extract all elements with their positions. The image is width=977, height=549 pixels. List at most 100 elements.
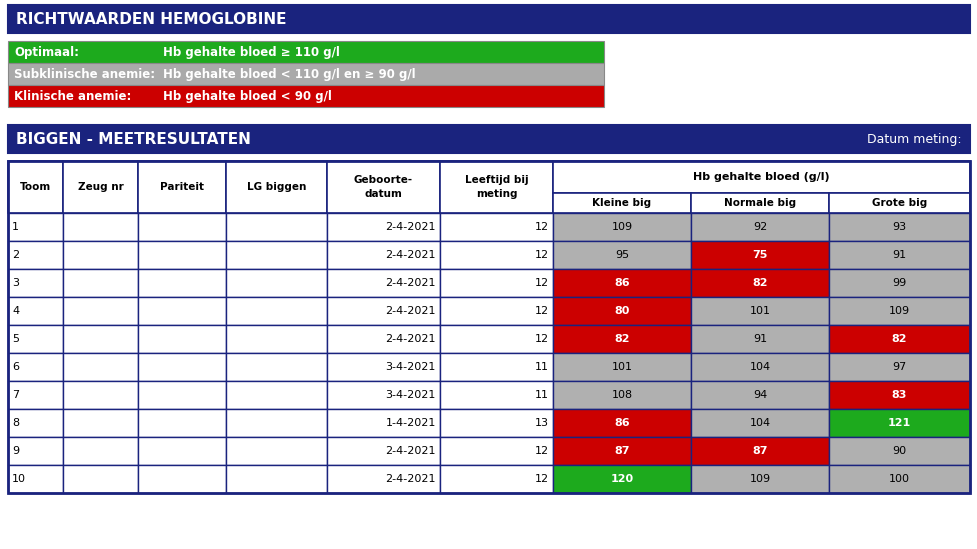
Bar (691, 437, 828, 465)
Text: 82: 82 (751, 278, 767, 288)
Text: 109: 109 (888, 306, 910, 316)
Text: 75: 75 (751, 250, 767, 260)
Text: 11: 11 (534, 390, 548, 400)
Bar (8, 41, 604, 63)
Bar (828, 193, 969, 213)
Bar (326, 409, 440, 437)
Text: BIGGEN - MEETRESULTATEN: BIGGEN - MEETRESULTATEN (16, 132, 251, 147)
Bar (63, 437, 138, 465)
Bar (226, 161, 326, 213)
Bar (326, 241, 440, 269)
Text: 82: 82 (614, 334, 629, 344)
Bar (138, 409, 226, 437)
Text: 12: 12 (534, 446, 548, 456)
Text: Leeftijd bij: Leeftijd bij (464, 175, 528, 185)
Bar (138, 465, 226, 493)
Text: 100: 100 (888, 474, 909, 484)
Bar (226, 325, 326, 353)
Text: Optimaal:: Optimaal: (14, 46, 79, 59)
Text: 82: 82 (891, 334, 907, 344)
Bar (63, 409, 138, 437)
Text: datum: datum (364, 189, 402, 199)
Bar (63, 325, 138, 353)
Text: Kleine big: Kleine big (592, 198, 651, 208)
Bar (138, 381, 226, 409)
Text: 12: 12 (534, 306, 548, 316)
Text: Subklinische anemie:: Subklinische anemie: (14, 68, 155, 81)
Bar (326, 353, 440, 381)
Bar (63, 465, 138, 493)
Bar (552, 437, 691, 465)
Text: 104: 104 (748, 362, 770, 372)
Text: 7: 7 (12, 390, 20, 400)
Text: Toom: Toom (20, 182, 51, 192)
Bar (326, 297, 440, 325)
Text: 8: 8 (12, 418, 20, 428)
Bar (440, 213, 552, 241)
Bar (8, 241, 63, 269)
Bar (691, 353, 828, 381)
Bar (440, 437, 552, 465)
Bar (138, 269, 226, 297)
Bar (226, 241, 326, 269)
Bar (440, 269, 552, 297)
Bar (828, 213, 969, 241)
Bar (828, 269, 969, 297)
Bar (691, 465, 828, 493)
Bar (63, 161, 138, 213)
Text: 1: 1 (12, 222, 19, 232)
Bar (691, 241, 828, 269)
Bar (138, 297, 226, 325)
Bar (440, 465, 552, 493)
Bar (8, 465, 63, 493)
Text: 87: 87 (751, 446, 767, 456)
Bar (691, 297, 828, 325)
Bar (326, 325, 440, 353)
Text: Geboorte-: Geboorte- (354, 175, 412, 185)
Text: 2-4-2021: 2-4-2021 (385, 278, 436, 288)
Text: 109: 109 (611, 222, 632, 232)
Text: Klinische anemie:: Klinische anemie: (14, 89, 131, 103)
Bar (138, 353, 226, 381)
Text: 13: 13 (534, 418, 548, 428)
Text: 9: 9 (12, 446, 20, 456)
Bar (440, 381, 552, 409)
Bar (226, 409, 326, 437)
Text: 2-4-2021: 2-4-2021 (385, 306, 436, 316)
Text: Normale big: Normale big (723, 198, 795, 208)
Bar (552, 241, 691, 269)
Bar (8, 269, 63, 297)
Bar (8, 5, 969, 33)
Bar (63, 297, 138, 325)
Text: 95: 95 (615, 250, 628, 260)
Text: 1-4-2021: 1-4-2021 (385, 418, 436, 428)
Text: 90: 90 (892, 446, 906, 456)
Text: 2-4-2021: 2-4-2021 (385, 474, 436, 484)
Bar (226, 437, 326, 465)
Bar (691, 381, 828, 409)
Bar (8, 437, 63, 465)
Bar (326, 381, 440, 409)
Text: 2-4-2021: 2-4-2021 (385, 334, 436, 344)
Bar (691, 269, 828, 297)
Bar (552, 465, 691, 493)
Bar (440, 353, 552, 381)
Bar (440, 161, 552, 213)
Bar (552, 269, 691, 297)
Bar (828, 409, 969, 437)
Bar (8, 213, 63, 241)
Bar (226, 465, 326, 493)
Bar (63, 353, 138, 381)
Text: 11: 11 (534, 362, 548, 372)
Text: 12: 12 (534, 222, 548, 232)
Bar (8, 63, 604, 85)
Bar (8, 161, 969, 493)
Bar (326, 437, 440, 465)
Text: Hb gehalte bloed (g/l): Hb gehalte bloed (g/l) (693, 172, 828, 182)
Bar (138, 437, 226, 465)
Text: 91: 91 (892, 250, 906, 260)
Text: 99: 99 (891, 278, 906, 288)
Bar (691, 325, 828, 353)
Text: 104: 104 (748, 418, 770, 428)
Bar (326, 161, 440, 213)
